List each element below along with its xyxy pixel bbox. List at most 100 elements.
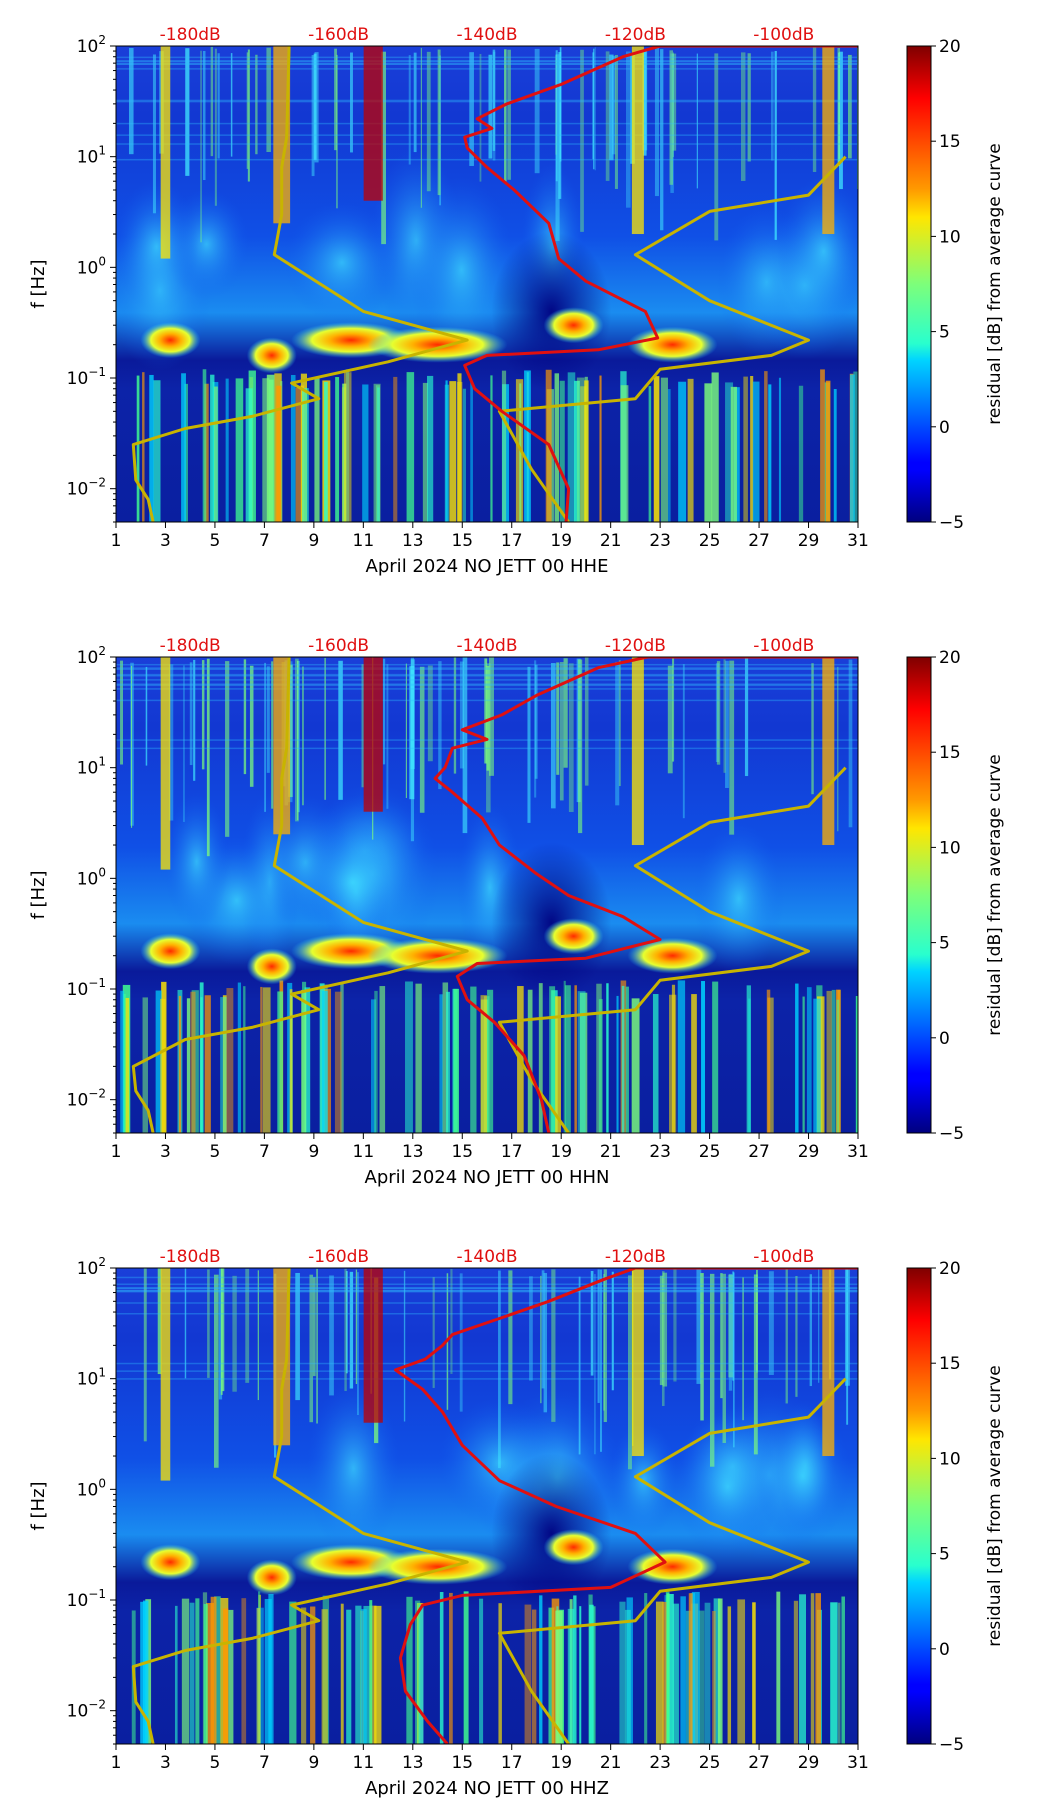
- x-axis-label: April 2024 NO JETT 00 HHN: [365, 1167, 610, 1188]
- colorbar-tick-label: 10: [939, 227, 961, 247]
- high-frequency-noise: [116, 657, 858, 870]
- x-tick-label: 11: [353, 1142, 375, 1162]
- low-frequency-streaks: [136, 369, 858, 522]
- low-frequency-streaks: [120, 980, 858, 1133]
- colorbar-tick-label: 20: [939, 648, 961, 668]
- reference-model-curve-1: [131, 657, 469, 1133]
- x-tick-label: 13: [402, 531, 424, 551]
- colorbar-tick-label: 15: [939, 743, 961, 763]
- quiet-region: [491, 842, 612, 1003]
- colorbar-label: residual [dB] from average curve: [985, 754, 1005, 1035]
- x-tick-label: 7: [259, 531, 270, 551]
- x-tick-label: 11: [353, 1753, 375, 1773]
- y-axis-label: f [Hz]: [28, 259, 49, 308]
- x-tick-label: 1: [111, 1142, 122, 1162]
- average-psd-curve: [394, 1268, 858, 1744]
- x-tick-label: 17: [501, 1142, 523, 1162]
- x-tick-label: 5: [210, 1753, 221, 1773]
- db-scale-label: -120dB: [605, 636, 666, 656]
- y-tick-label: 102: [77, 33, 106, 57]
- colorbar-tick-label: 15: [939, 1354, 961, 1374]
- x-tick-label: 13: [402, 1753, 424, 1773]
- colorbar-label: residual [dB] from average curve: [985, 1365, 1005, 1646]
- colorbar-tick-label: −5: [939, 513, 964, 533]
- db-scale-label: -120dB: [605, 25, 666, 45]
- average-psd-curve: [433, 657, 858, 1133]
- x-axis-label: April 2024 NO JETT 00 HHE: [366, 556, 609, 577]
- reference-model-curve-1: [131, 1268, 469, 1744]
- colorbar-tick-label: 0: [939, 418, 950, 438]
- db-scale-label: -160dB: [308, 25, 369, 45]
- microseism-peaks: [140, 918, 718, 985]
- colorbar-tick-label: 10: [939, 838, 961, 858]
- plot-area: [116, 657, 858, 1133]
- x-tick-label: 13: [402, 1142, 424, 1162]
- high-frequency-noise: [116, 46, 858, 259]
- x-tick-label: 11: [353, 531, 375, 551]
- y-tick-label: 100: [77, 254, 106, 278]
- x-tick-label: 31: [847, 1142, 869, 1162]
- x-tick-label: 23: [649, 1142, 671, 1162]
- x-tick-label: 3: [160, 531, 171, 551]
- x-tick-label: 7: [259, 1753, 270, 1773]
- quiet-region: [491, 231, 612, 392]
- x-tick-label: 31: [847, 1753, 869, 1773]
- colorbar-tick-label: 20: [939, 1259, 961, 1279]
- colorbar-tick-label: 20: [939, 37, 961, 57]
- db-scale-label: -140dB: [456, 1247, 517, 1267]
- microseism-peaks: [140, 307, 718, 374]
- colorbar-tick-label: 0: [939, 1640, 950, 1660]
- colorbar-tick-label: 5: [939, 1545, 950, 1565]
- x-tick-label: 29: [798, 1142, 820, 1162]
- microseism-haze: [116, 147, 858, 371]
- plot-area: [116, 46, 858, 522]
- x-tick-label: 29: [798, 531, 820, 551]
- x-tick-label: 3: [160, 1753, 171, 1773]
- y-tick-label: 10−2: [67, 1087, 106, 1111]
- y-tick-label: 100: [77, 1476, 106, 1500]
- x-tick-label: 19: [550, 1142, 572, 1162]
- x-tick-label: 15: [451, 531, 473, 551]
- colorbar-tick-label: −5: [939, 1124, 964, 1144]
- x-tick-label: 29: [798, 1753, 820, 1773]
- x-tick-label: 15: [451, 1142, 473, 1162]
- x-tick-label: 23: [649, 1753, 671, 1773]
- x-tick-label: 27: [748, 1142, 770, 1162]
- y-tick-label: 10−1: [67, 976, 106, 1000]
- x-tick-label: 23: [649, 531, 671, 551]
- reference-model-curve-1: [131, 46, 469, 522]
- colorbar: [906, 1267, 932, 1745]
- y-tick-label: 101: [77, 755, 106, 779]
- db-scale-label: -180dB: [160, 1247, 221, 1267]
- x-tick-label: 21: [600, 531, 622, 551]
- x-tick-label: 25: [699, 1142, 721, 1162]
- plot-area: [116, 1268, 858, 1744]
- reference-model-curve-2: [497, 1377, 847, 1744]
- x-tick-label: 17: [501, 1753, 523, 1773]
- db-scale-label: -140dB: [456, 25, 517, 45]
- x-tick-label: 5: [210, 531, 221, 551]
- x-tick-label: 31: [847, 531, 869, 551]
- db-scale-label: -100dB: [753, 25, 814, 45]
- x-axis-label: April 2024 NO JETT 00 HHZ: [365, 1778, 609, 1799]
- db-scale-label: -180dB: [160, 636, 221, 656]
- y-tick-label: 101: [77, 144, 106, 168]
- x-tick-label: 25: [699, 531, 721, 551]
- db-scale-label: -160dB: [308, 636, 369, 656]
- db-scale-label: -180dB: [160, 25, 221, 45]
- x-tick-label: 21: [600, 1753, 622, 1773]
- x-tick-label: 19: [550, 531, 572, 551]
- x-tick-label: 27: [748, 531, 770, 551]
- db-scale-label: -160dB: [308, 1247, 369, 1267]
- microseism-peaks: [140, 1529, 718, 1596]
- y-tick-label: 10−2: [67, 1698, 106, 1722]
- y-axis-label: f [Hz]: [28, 1481, 49, 1530]
- low-frequency-streaks: [131, 1591, 845, 1744]
- db-scale-label: -100dB: [753, 1247, 814, 1267]
- x-tick-label: 1: [111, 531, 122, 551]
- y-tick-label: 10−2: [67, 476, 106, 500]
- x-tick-label: 9: [308, 1753, 319, 1773]
